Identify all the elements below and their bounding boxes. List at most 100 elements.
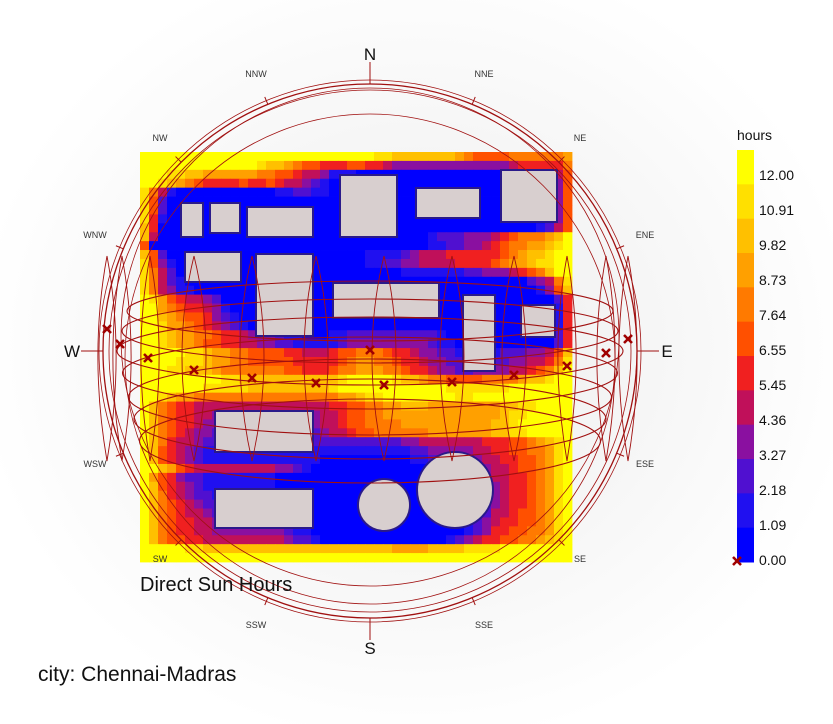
heatmap-cell <box>464 428 474 438</box>
heatmap-cell <box>329 490 339 501</box>
heatmap-cell <box>518 553 528 563</box>
heatmap-cell <box>428 517 438 527</box>
heatmap-cell <box>230 241 240 251</box>
heatmap-cell <box>527 419 537 429</box>
heatmap-cell <box>320 401 330 411</box>
heatmap-cell <box>239 196 249 206</box>
heatmap-cell <box>401 160 411 171</box>
heatmap-cell <box>140 303 150 313</box>
heatmap-cell <box>455 374 465 385</box>
heatmap-cell <box>320 348 330 358</box>
heatmap-cell <box>320 178 330 189</box>
heatmap-cell <box>212 187 222 197</box>
heatmap-cell <box>374 553 384 563</box>
heatmap-cell <box>230 169 240 180</box>
heatmap-cell <box>536 410 546 420</box>
heatmap-cell <box>167 401 177 411</box>
building <box>255 253 314 337</box>
heatmap-cell <box>329 223 339 233</box>
heatmap-cell <box>347 499 357 509</box>
heatmap-cell <box>221 169 231 180</box>
heatmap-cell <box>491 169 501 180</box>
heatmap-cell <box>329 410 339 420</box>
heatmap-cell <box>248 187 258 197</box>
heatmap-cell <box>176 321 186 331</box>
heatmap-cell <box>320 472 330 483</box>
heatmap-cell <box>329 553 339 563</box>
heatmap-cell <box>257 374 267 385</box>
heatmap-cell <box>149 401 159 411</box>
heatmap-cell <box>149 178 159 189</box>
heatmap-cell <box>401 357 411 367</box>
heatmap-cell <box>194 437 204 447</box>
compass-label-n: N <box>364 45 376 64</box>
heatmap-cell <box>167 223 177 233</box>
heatmap-cell <box>284 348 294 358</box>
heatmap-cell <box>464 437 474 447</box>
heatmap-cell <box>428 339 438 349</box>
heatmap-cell <box>185 294 195 304</box>
heatmap-cell <box>248 383 258 394</box>
heatmap-cell <box>410 535 420 545</box>
heatmap-cell <box>401 196 411 206</box>
heatmap-cell <box>509 392 519 402</box>
heatmap-cell <box>500 428 510 438</box>
heatmap-cell <box>356 392 366 402</box>
heatmap-cell <box>311 339 321 349</box>
compass-tick <box>471 597 476 606</box>
heatmap-cell <box>419 223 429 233</box>
heatmap-cell <box>392 160 402 171</box>
sun-position-marker <box>379 380 389 390</box>
heatmap-cell <box>518 365 528 376</box>
heatmap-cell <box>482 285 492 296</box>
heatmap-cell <box>356 357 366 367</box>
heatmap-cell <box>266 463 276 474</box>
heatmap-cell <box>554 285 564 296</box>
heatmap-cell <box>329 241 339 251</box>
heatmap-cell <box>536 472 546 483</box>
heatmap-cell <box>185 446 195 456</box>
heatmap-cell <box>437 152 447 162</box>
heatmap-cell <box>536 508 546 518</box>
heatmap-cell <box>311 267 321 278</box>
heatmap-cell <box>329 535 339 545</box>
heatmap-cell <box>320 258 330 269</box>
heatmap-cell <box>239 303 249 313</box>
heatmap-cell <box>536 374 546 385</box>
compass-label-w: W <box>64 342 80 361</box>
heatmap-cell <box>455 419 465 429</box>
heatmap-cell <box>509 401 519 411</box>
heatmap-cell <box>347 357 357 367</box>
heatmap-cell <box>338 517 348 527</box>
heatmap-cell <box>311 410 321 420</box>
heatmap-cell <box>275 526 285 536</box>
heatmap-cell <box>527 463 537 474</box>
heatmap-cell <box>491 490 501 501</box>
heatmap-cell <box>563 321 573 331</box>
heatmap-cell <box>275 455 285 465</box>
heatmap-cell <box>320 508 330 518</box>
heatmap-cell <box>410 330 420 340</box>
heatmap-cell <box>275 481 285 492</box>
heatmap-cell <box>446 410 456 420</box>
heatmap-cell <box>311 428 321 438</box>
heatmap-cell <box>257 152 267 162</box>
compass-tick <box>115 245 124 250</box>
heatmap-cell <box>248 241 258 251</box>
heatmap-cell <box>518 463 528 474</box>
heatmap-cell <box>518 517 528 527</box>
heatmap-cell <box>437 258 447 269</box>
heatmap-cell <box>464 276 474 287</box>
heatmap-cell <box>464 410 474 420</box>
heatmap-cell <box>158 276 168 287</box>
heatmap-cell <box>248 312 258 322</box>
heatmap-cell <box>545 419 555 429</box>
heatmap-cell <box>194 312 204 322</box>
heatmap-cell <box>248 339 258 349</box>
heatmap-cell <box>455 446 465 456</box>
heatmap-cell <box>410 339 420 349</box>
heatmap-cell <box>374 357 384 367</box>
heatmap-cell <box>410 365 420 376</box>
heatmap-cell <box>554 517 564 527</box>
heatmap-cell <box>455 437 465 447</box>
